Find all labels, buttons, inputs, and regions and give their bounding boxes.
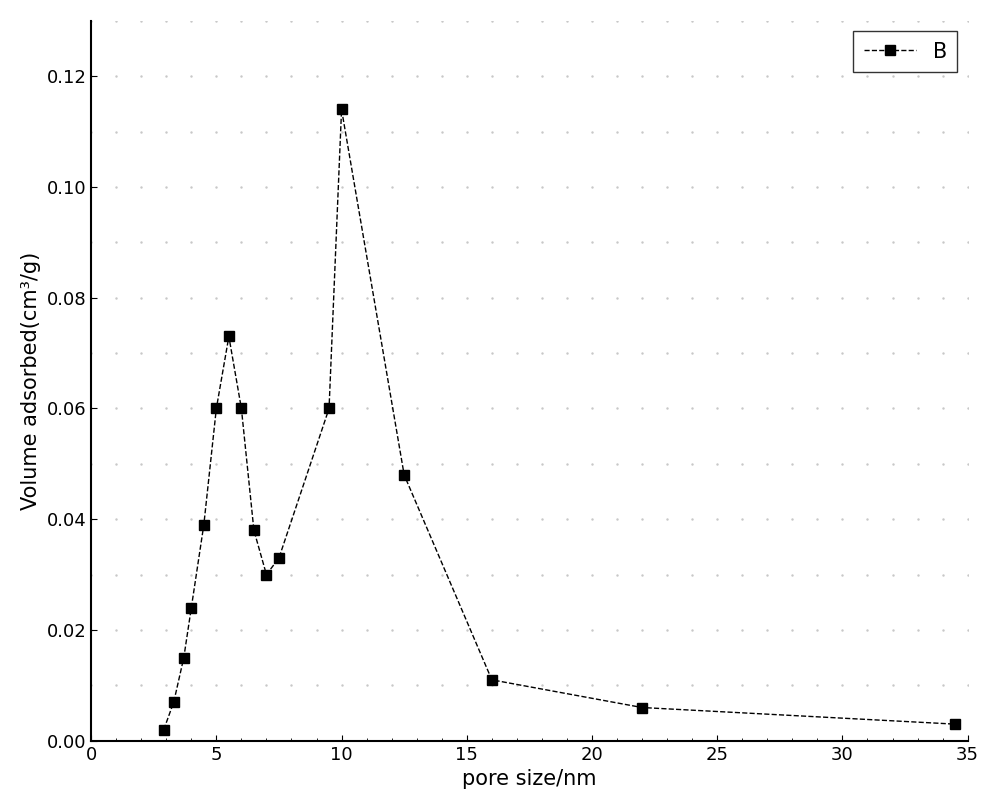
Y-axis label: Volume adsorbed(cm³/g): Volume adsorbed(cm³/g) bbox=[21, 252, 41, 510]
B bbox=[223, 331, 235, 341]
Line: B: B bbox=[159, 104, 960, 735]
B bbox=[273, 553, 285, 563]
B bbox=[323, 403, 335, 413]
B bbox=[248, 526, 260, 535]
Legend: B: B bbox=[853, 32, 957, 72]
B bbox=[185, 603, 197, 612]
B bbox=[198, 520, 210, 530]
X-axis label: pore size/nm: pore size/nm bbox=[462, 770, 597, 789]
B bbox=[235, 403, 247, 413]
B bbox=[178, 653, 190, 663]
B bbox=[210, 403, 222, 413]
B bbox=[168, 697, 180, 707]
B bbox=[636, 702, 648, 712]
B bbox=[336, 104, 348, 114]
B bbox=[398, 470, 410, 480]
B bbox=[260, 569, 272, 579]
B bbox=[486, 675, 498, 684]
B bbox=[158, 725, 170, 735]
B bbox=[949, 719, 961, 729]
